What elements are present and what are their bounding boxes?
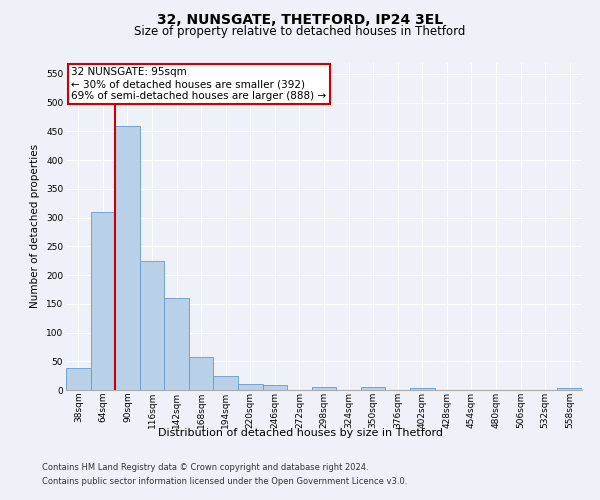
Text: Contains public sector information licensed under the Open Government Licence v3: Contains public sector information licen… bbox=[42, 478, 407, 486]
Bar bbox=[164, 298, 189, 390]
Bar bbox=[410, 388, 434, 390]
Bar bbox=[214, 376, 238, 390]
Bar bbox=[312, 387, 336, 390]
Bar bbox=[557, 388, 582, 390]
Text: 32 NUNSGATE: 95sqm
← 30% of detached houses are smaller (392)
69% of semi-detach: 32 NUNSGATE: 95sqm ← 30% of detached hou… bbox=[71, 68, 326, 100]
Bar bbox=[115, 126, 140, 390]
Text: 32, NUNSGATE, THETFORD, IP24 3EL: 32, NUNSGATE, THETFORD, IP24 3EL bbox=[157, 12, 443, 26]
Text: Distribution of detached houses by size in Thetford: Distribution of detached houses by size … bbox=[157, 428, 443, 438]
Text: Size of property relative to detached houses in Thetford: Size of property relative to detached ho… bbox=[134, 25, 466, 38]
Bar bbox=[361, 387, 385, 390]
Text: Contains HM Land Registry data © Crown copyright and database right 2024.: Contains HM Land Registry data © Crown c… bbox=[42, 462, 368, 471]
Bar bbox=[189, 356, 214, 390]
Bar bbox=[140, 260, 164, 390]
Bar bbox=[66, 368, 91, 390]
Y-axis label: Number of detached properties: Number of detached properties bbox=[31, 144, 40, 308]
Bar bbox=[263, 386, 287, 390]
Bar bbox=[238, 384, 263, 390]
Bar bbox=[91, 212, 115, 390]
